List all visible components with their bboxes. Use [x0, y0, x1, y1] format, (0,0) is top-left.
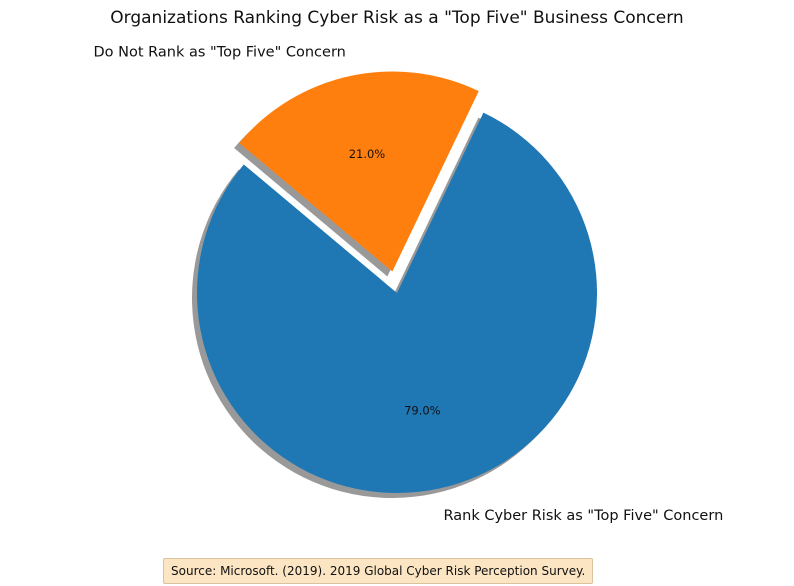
pie-category-label-1: Do Not Rank as "Top Five" Concern: [93, 44, 345, 60]
pie-labels: 79.0% Rank Cyber Risk as "Top Five" Conce…: [93, 44, 723, 524]
pie-pct-label-0: 79.0%: [404, 403, 441, 417]
chart-title: Organizations Ranking Cyber Risk as a "T…: [110, 8, 684, 28]
pie-category-label-0: Rank Cyber Risk as "Top Five" Concern: [443, 508, 723, 524]
pie-slices: [196, 71, 597, 494]
pie-pct-label-1: 21.0%: [349, 147, 386, 161]
source-annotation: Source: Microsoft. (2019). 2019 Global C…: [163, 558, 594, 584]
pie-slice-1: [239, 71, 479, 272]
pie-slice-0: [196, 112, 597, 494]
